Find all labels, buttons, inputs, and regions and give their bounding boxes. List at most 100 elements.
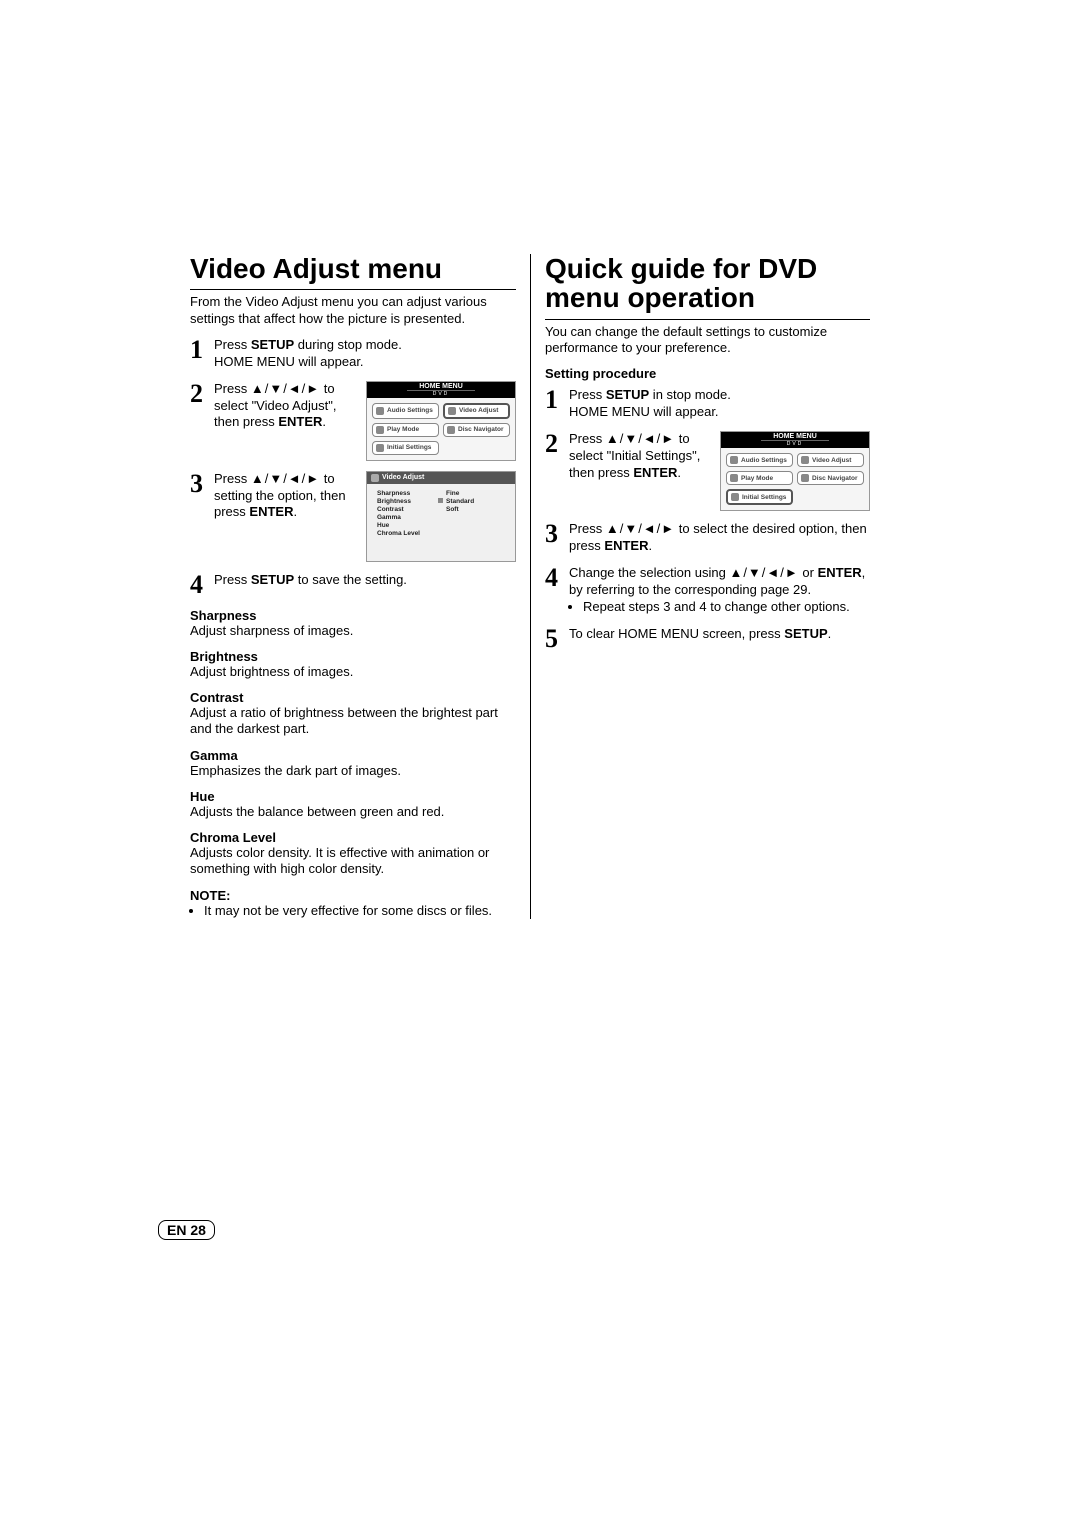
step-row: 4 Change the selection using ▲/▼/◄/► or … xyxy=(545,565,870,616)
definition: SharpnessAdjust sharpness of images. xyxy=(190,608,516,639)
arrow-keys-icon: ▲/▼/◄/► xyxy=(606,431,675,446)
t: . xyxy=(293,504,297,519)
note-heading: NOTE: xyxy=(190,888,516,903)
menu-item: Disc Navigator xyxy=(797,471,864,485)
submenu-box: Video Adjust Sharpness Brightness Contra… xyxy=(366,471,516,562)
menu-item: Play Mode xyxy=(372,423,439,437)
menu-title: HOME MENU DVD xyxy=(721,432,869,448)
definition: HueAdjusts the balance between green and… xyxy=(190,789,516,820)
video-icon xyxy=(801,456,809,464)
right-subhead: Setting procedure xyxy=(545,366,870,381)
t: DVD xyxy=(407,390,475,397)
video-icon xyxy=(371,474,379,482)
t: to save the setting. xyxy=(294,572,407,587)
t: . xyxy=(828,626,832,641)
t: or xyxy=(799,565,818,580)
left-intro: From the Video Adjust menu you can adjus… xyxy=(190,289,516,327)
t: Play Mode xyxy=(387,426,419,433)
def-desc: Adjust brightness of images. xyxy=(190,664,516,680)
t: . xyxy=(648,538,652,553)
step-row: 2 Press ▲/▼/◄/► to select "Video Adjust"… xyxy=(190,381,358,432)
step-number: 3 xyxy=(190,471,214,497)
menu-item: Initial Settings xyxy=(726,489,793,505)
t: SETUP xyxy=(251,337,294,352)
step-with-figure: 2 Press ▲/▼/◄/► to select "Initial Setti… xyxy=(545,431,870,511)
menu-grid: Audio Settings Video Adjust Play Mode Di… xyxy=(721,448,869,510)
t: Press xyxy=(569,431,606,446)
step-row: 2 Press ▲/▼/◄/► to select "Initial Setti… xyxy=(545,431,712,482)
t: Press xyxy=(214,381,251,396)
t: ENTER xyxy=(249,504,293,519)
menu-item: Video Adjust xyxy=(443,403,510,419)
page-number: EN 28 xyxy=(158,1220,215,1240)
submenu-title: Video Adjust xyxy=(367,472,515,484)
play-icon xyxy=(376,426,384,434)
t: Hue xyxy=(377,522,420,529)
def-term: Hue xyxy=(190,789,516,804)
step-row: 1 Press SETUP during stop mode. HOME MEN… xyxy=(190,337,516,371)
step-body: Press ▲/▼/◄/► to setting the option, the… xyxy=(214,471,358,522)
step-row: 4 Press SETUP to save the setting. xyxy=(190,572,516,598)
left-title: Video Adjust menu xyxy=(190,254,516,283)
t: Brightness xyxy=(377,498,420,505)
t: Sharpness xyxy=(377,490,420,497)
t: Video Adjust xyxy=(459,407,498,414)
t: Play Mode xyxy=(741,475,773,482)
step-body: Press SETUP during stop mode. HOME MENU … xyxy=(214,337,516,371)
menu-item: Initial Settings xyxy=(372,441,439,455)
menu-title: HOME MENU DVD xyxy=(367,382,515,398)
def-term: Chroma Level xyxy=(190,830,516,845)
play-icon xyxy=(730,474,738,482)
menu-box: HOME MENU DVD Audio Settings Video Adjus… xyxy=(720,431,870,511)
step-row: 3 Press ▲/▼/◄/► to select the desired op… xyxy=(545,521,870,555)
definition: GammaEmphasizes the dark part of images. xyxy=(190,748,516,779)
audio-icon xyxy=(730,456,738,464)
t: Audio Settings xyxy=(741,457,787,464)
menu-item: Video Adjust xyxy=(797,453,864,467)
page-content: Video Adjust menu From the Video Adjust … xyxy=(190,254,870,919)
t: SETUP xyxy=(784,626,827,641)
t: Press xyxy=(569,387,606,402)
right-title: Quick guide for DVD menu operation xyxy=(545,254,870,313)
def-term: Sharpness xyxy=(190,608,516,623)
t: ENTER xyxy=(818,565,862,580)
step-number: 4 xyxy=(190,572,214,598)
step-number: 4 xyxy=(545,565,569,591)
def-desc: Adjust sharpness of images. xyxy=(190,623,516,639)
video-icon xyxy=(448,407,456,415)
t: Standard xyxy=(446,498,474,505)
note-item: It may not be very effective for some di… xyxy=(204,903,516,919)
step-row: 1 Press SETUP in stop mode. HOME MENU wi… xyxy=(545,387,870,421)
step-row: 5 To clear HOME MENU screen, press SETUP… xyxy=(545,626,870,652)
left-column: Video Adjust menu From the Video Adjust … xyxy=(190,254,530,919)
step-with-figure: 2 Press ▲/▼/◄/► to select "Video Adjust"… xyxy=(190,381,516,461)
two-column-layout: Video Adjust menu From the Video Adjust … xyxy=(190,254,870,919)
t: SETUP xyxy=(606,387,649,402)
sub-bullets: Repeat steps 3 and 4 to change other opt… xyxy=(569,599,870,616)
step-number: 2 xyxy=(545,431,569,457)
t: HOME MENU will appear. xyxy=(569,404,870,421)
step-number: 3 xyxy=(545,521,569,547)
menu-box: HOME MENU DVD Audio Settings Video Adjus… xyxy=(366,381,516,461)
t: Fine xyxy=(446,490,474,497)
marker-icon xyxy=(438,498,443,503)
t: Disc Navigator xyxy=(812,475,858,482)
settings-icon xyxy=(731,493,739,501)
definition: BrightnessAdjust brightness of images. xyxy=(190,649,516,680)
arrow-keys-icon: ▲/▼/◄/► xyxy=(251,381,320,396)
t: HOME MENU xyxy=(773,433,817,440)
t: HOME MENU xyxy=(419,383,463,390)
arrow-keys-icon: ▲/▼/◄/► xyxy=(251,471,320,486)
home-menu-screenshot: HOME MENU DVD Audio Settings Video Adjus… xyxy=(720,431,870,511)
t: Change the selection using xyxy=(569,565,729,580)
step-number: 5 xyxy=(545,626,569,652)
note-list: It may not be very effective for some di… xyxy=(190,903,516,919)
disc-icon xyxy=(801,474,809,482)
t: . xyxy=(322,414,326,429)
video-adjust-screenshot: Video Adjust Sharpness Brightness Contra… xyxy=(366,471,516,562)
t: Gamma xyxy=(377,514,420,521)
step-body: Press SETUP in stop mode. HOME MENU will… xyxy=(569,387,870,421)
t: Press xyxy=(569,521,606,536)
def-term: Contrast xyxy=(190,690,516,705)
t: ENTER xyxy=(604,538,648,553)
